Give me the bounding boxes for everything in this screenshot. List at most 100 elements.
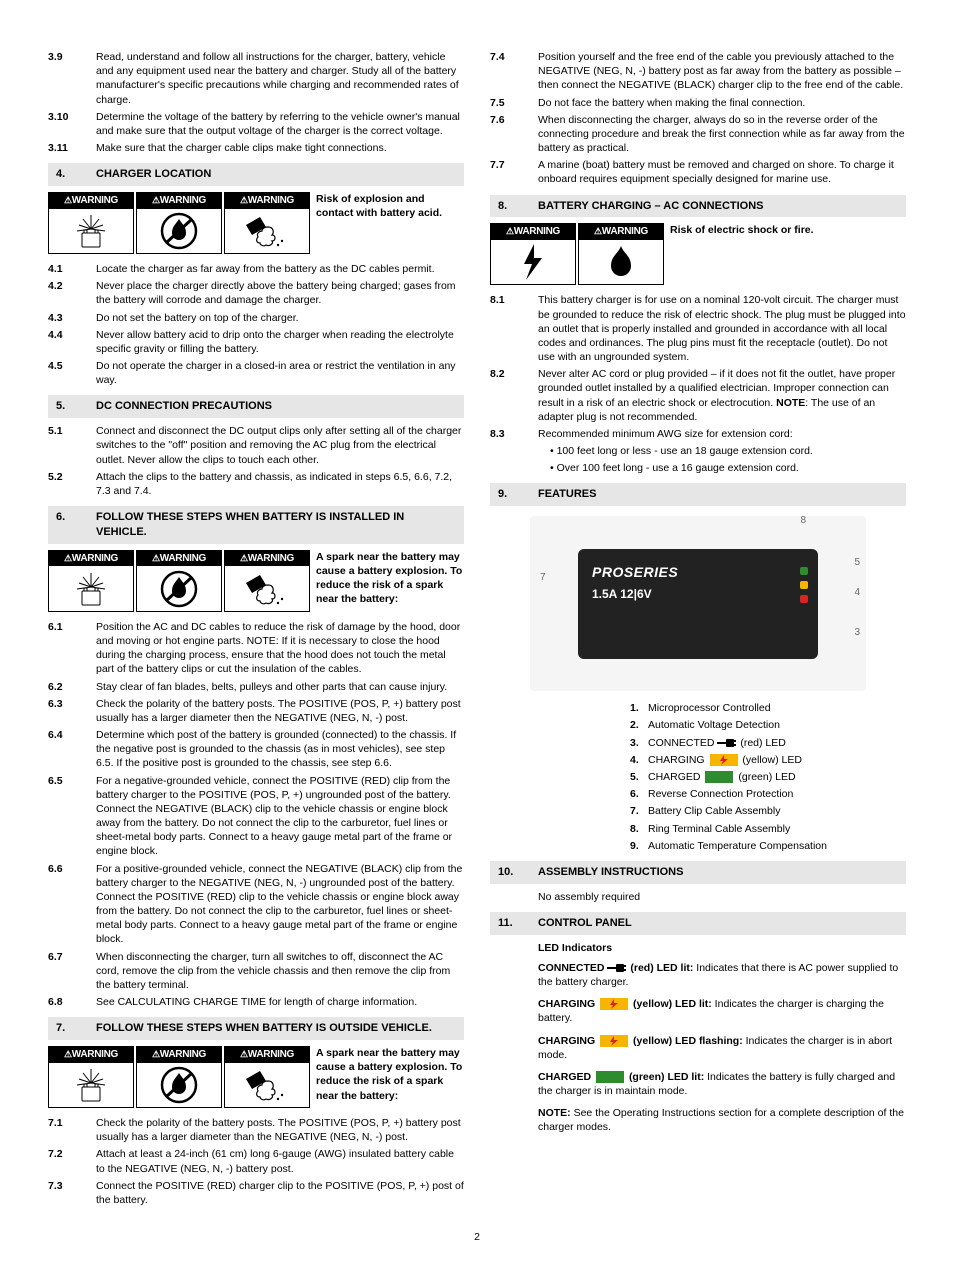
warning-cell: ⚠WARNING: [136, 192, 222, 254]
section-num: 9.: [498, 487, 538, 502]
section-title: BATTERY CHARGING – AC CONNECTIONS: [538, 199, 764, 214]
right-column: 7.4Position yourself and the free end of…: [490, 50, 906, 1210]
item-row: 6.7When disconnecting the charger, turn …: [48, 950, 464, 993]
feature-row: 2.Automatic Voltage Detection: [630, 718, 906, 732]
section-num: 5.: [56, 399, 96, 414]
item-text: Check the polarity of the battery posts.…: [96, 1116, 464, 1144]
item-num: 4.3: [48, 311, 96, 325]
warning-icons: ⚠WARNING⚠WARNING⚠WARNING: [48, 550, 310, 612]
item-text: Do not operate the charger in a closed-i…: [96, 359, 464, 387]
item-num: 7.5: [490, 96, 538, 110]
item-text: Never alter AC cord or plug provided – i…: [538, 367, 906, 424]
feature-num: 2.: [630, 718, 648, 732]
bullet-text: • 100 feet long or less - use an 18 gaug…: [550, 444, 906, 458]
section-title: CHARGER LOCATION: [96, 167, 211, 182]
item-text: Do not face the battery when making the …: [538, 96, 906, 110]
pre-items: 3.9Read, understand and follow all instr…: [48, 50, 464, 155]
warning-cell: ⚠WARNING: [48, 192, 134, 254]
cp-entry: CHARGING (yellow) LED flashing: Indicate…: [538, 1034, 906, 1062]
warning-cell: ⚠WARNING: [490, 223, 576, 285]
feature-text: CHARGED (green) LED: [648, 770, 796, 784]
section-num: 11.: [498, 916, 538, 931]
item-row: 4.2Never place the charger directly abov…: [48, 279, 464, 307]
item-num: 4.5: [48, 359, 96, 387]
warning-bar-6: ⚠WARNING⚠WARNING⚠WARNING A spark near th…: [48, 550, 464, 612]
feature-text: Automatic Voltage Detection: [648, 718, 780, 732]
warning-icons: ⚠WARNING⚠WARNING⚠WARNING: [48, 192, 310, 254]
warning-icons: ⚠WARNING⚠WARNING: [490, 223, 664, 285]
item-num: 4.1: [48, 262, 96, 276]
section-8-header: 8. BATTERY CHARGING – AC CONNECTIONS: [490, 195, 906, 218]
item-row: 8.2Never alter AC cord or plug provided …: [490, 367, 906, 424]
warning-cell: ⚠WARNING: [224, 550, 310, 612]
callout-5: 5: [854, 556, 860, 570]
feature-row: 1.Microprocessor Controlled: [630, 701, 906, 715]
item-text: Stay clear of fan blades, belts, pulleys…: [96, 680, 464, 694]
callout-8: 8: [800, 514, 806, 528]
item-text: Connect the POSITIVE (RED) charger clip …: [96, 1179, 464, 1207]
feature-text: Automatic Temperature Compensation: [648, 839, 827, 853]
item-text: This battery charger is for use on a nom…: [538, 293, 906, 364]
item-num: 3.10: [48, 110, 96, 138]
item-num: 8.3: [490, 427, 538, 441]
item-num: 6.3: [48, 697, 96, 725]
feature-num: 6.: [630, 787, 648, 801]
section-title: FOLLOW THESE STEPS WHEN BATTERY IS OUTSI…: [96, 1021, 432, 1036]
item-row: 7.7A marine (boat) battery must be remov…: [490, 158, 906, 186]
warning-icons: ⚠WARNING⚠WARNING⚠WARNING: [48, 1046, 310, 1108]
cp-note: NOTE: See the Operating Instructions sec…: [538, 1106, 906, 1134]
feature-text: Microprocessor Controlled: [648, 701, 771, 715]
plug-icon: [717, 737, 737, 749]
item-row: 6.6For a positive-grounded vehicle, conn…: [48, 862, 464, 947]
section-num: 7.: [56, 1021, 96, 1036]
item-num: 3.11: [48, 141, 96, 155]
feature-row: 7.Battery Clip Cable Assembly: [630, 804, 906, 818]
section-num: 4.: [56, 167, 96, 182]
item-row: 6.4Determine which post of the battery i…: [48, 728, 464, 771]
item-num: 6.7: [48, 950, 96, 993]
item-text: Determine which post of the battery is g…: [96, 728, 464, 771]
section-title: DC CONNECTION PRECAUTIONS: [96, 399, 272, 414]
item-row: 8.1This battery charger is for use on a …: [490, 293, 906, 364]
warning-text: A spark near the battery may cause a bat…: [316, 1046, 464, 1103]
item-num: 8.1: [490, 293, 538, 364]
item-row: 4.3Do not set the battery on top of the …: [48, 311, 464, 325]
section-num: 6.: [56, 510, 96, 540]
features-list: 1.Microprocessor Controlled 2.Automatic V…: [630, 701, 906, 853]
note-lead: NOTE:: [538, 1107, 571, 1119]
bullet-row: • 100 feet long or less - use an 18 gaug…: [490, 444, 906, 458]
section-5-header: 5. DC CONNECTION PRECAUTIONS: [48, 395, 464, 418]
section-title: FOLLOW THESE STEPS WHEN BATTERY IS INSTA…: [96, 510, 456, 540]
feature-num: 4.: [630, 753, 648, 767]
item-row: 4.5Do not operate the charger in a close…: [48, 359, 464, 387]
item-text: When disconnecting the charger, turn all…: [96, 950, 464, 993]
assembly-text: No assembly required: [538, 890, 906, 904]
callout-3: 3: [854, 626, 860, 640]
callout-4: 4: [854, 586, 860, 600]
cp-entry: CONNECTED (red) LED lit: Indicates that …: [538, 961, 906, 989]
section-6-header: 6. FOLLOW THESE STEPS WHEN BATTERY IS IN…: [48, 506, 464, 544]
item-text: Determine the voltage of the battery by …: [96, 110, 464, 138]
item-num: 7.2: [48, 1147, 96, 1175]
item-num: 8.2: [490, 367, 538, 424]
feature-row: 3.CONNECTED (red) LED: [630, 736, 906, 750]
item-num: 7.6: [490, 113, 538, 156]
item-text: Attach at least a 24-inch (61 cm) long 6…: [96, 1147, 464, 1175]
feature-row: 8.Ring Terminal Cable Assembly: [630, 822, 906, 836]
item-num: 7.4: [490, 50, 538, 93]
warning-text: A spark near the battery may cause a bat…: [316, 550, 464, 607]
item-row: 6.8See CALCULATING CHARGE TIME for lengt…: [48, 995, 464, 1009]
item-num: 4.2: [48, 279, 96, 307]
item-text: A marine (boat) battery must be removed …: [538, 158, 906, 186]
feature-num: 5.: [630, 770, 648, 784]
feature-row: 6.Reverse Connection Protection: [630, 787, 906, 801]
left-column: 3.9Read, understand and follow all instr…: [48, 50, 464, 1210]
feature-text: Ring Terminal Cable Assembly: [648, 822, 790, 836]
item-row: 3.10Determine the voltage of the battery…: [48, 110, 464, 138]
item-row: 7.5Do not face the battery when making t…: [490, 96, 906, 110]
item-num: 6.6: [48, 862, 96, 947]
warning-text: Risk of explosion and contact with batte…: [316, 192, 464, 220]
item-num: 4.4: [48, 328, 96, 356]
item-text: For a negative-grounded vehicle, connect…: [96, 774, 464, 859]
bullet-row: • Over 100 feet long - use a 16 gauge ex…: [490, 461, 906, 475]
